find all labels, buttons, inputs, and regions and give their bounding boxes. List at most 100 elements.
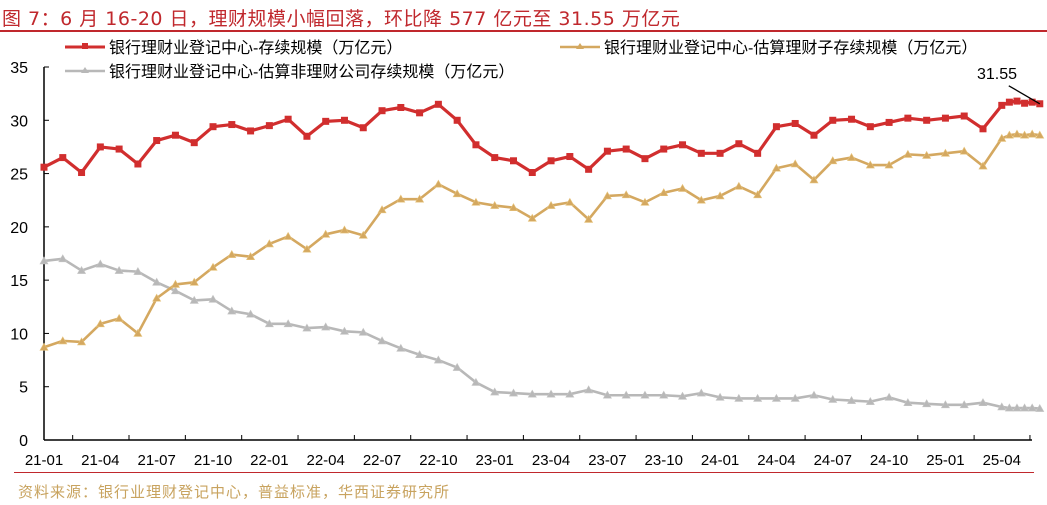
data-point-marker — [1012, 403, 1022, 412]
data-point-marker — [283, 231, 293, 240]
data-point-marker — [547, 157, 555, 165]
data-point-marker — [959, 146, 969, 155]
x-tick-label: 22-07 — [363, 452, 401, 469]
data-point-marker — [303, 132, 311, 140]
data-point-marker — [434, 100, 442, 108]
data-point-marker — [735, 140, 743, 148]
data-point-marker — [678, 183, 688, 192]
x-tick-label: 23-04 — [532, 452, 570, 469]
data-point-marker — [396, 194, 406, 203]
data-point-marker — [40, 163, 48, 171]
data-point-marker — [771, 163, 781, 172]
data-point-marker — [58, 336, 68, 345]
series-line — [39, 129, 1045, 351]
line-chart: 银行理财业登记中心-存续规模（万亿元） 银行理财业登记中心-估算理财子存续规模（万… — [10, 38, 1045, 469]
data-point-marker — [621, 190, 631, 199]
data-point-marker — [528, 169, 536, 177]
x-tick-label: 22-10 — [419, 452, 457, 469]
data-point-marker — [1027, 403, 1037, 412]
data-point-marker — [546, 389, 556, 398]
data-point-marker — [884, 160, 894, 169]
data-point-marker — [603, 147, 611, 155]
data-point-marker — [1004, 403, 1014, 412]
legend-item: 银行理财业登记中心-存续规模（万亿元） — [65, 39, 402, 57]
data-point-marker — [790, 159, 800, 168]
data-point-marker — [679, 141, 687, 149]
data-point-marker — [621, 390, 631, 399]
data-point-marker — [1020, 403, 1030, 412]
data-point-marker — [565, 389, 575, 398]
data-point-marker — [715, 392, 725, 401]
data-point-marker — [790, 393, 800, 402]
data-point-marker — [1021, 99, 1029, 107]
data-point-marker — [809, 390, 819, 399]
data-point-marker — [566, 153, 574, 161]
data-point-marker — [359, 124, 367, 132]
data-point-marker — [58, 254, 68, 263]
legend-label: 银行理财业登记中心-估算理财子存续规模（万亿元） — [604, 38, 977, 57]
y-tick-label: 25 — [10, 167, 28, 184]
data-point-marker — [396, 343, 406, 352]
data-point-marker — [39, 342, 49, 351]
data-point-marker — [903, 398, 913, 407]
x-tick-label: 24-01 — [701, 452, 739, 469]
data-point-marker — [903, 149, 913, 158]
legend-triangle-marker-icon — [81, 67, 89, 73]
legend: 银行理财业登记中心-存续规模（万亿元） 银行理财业登记中心-估算理财子存续规模（万… — [65, 38, 977, 81]
y-tick-label: 10 — [10, 326, 28, 343]
data-point-marker — [358, 327, 368, 336]
x-axis: 21-01 21-04 21-07 21-10 22-01 22-04 22-07 22-10… — [25, 435, 1032, 469]
data-point-marker — [59, 154, 67, 162]
data-point-marker — [978, 161, 988, 170]
y-tick-label: 20 — [10, 220, 28, 237]
data-point-marker — [527, 389, 537, 398]
data-point-marker — [133, 328, 143, 337]
data-point-marker — [959, 400, 969, 409]
data-point-marker — [95, 319, 105, 328]
data-point-marker — [77, 337, 87, 346]
data-point-marker — [189, 295, 199, 304]
data-point-marker — [923, 116, 931, 124]
annotation-label: 31.55 — [977, 66, 1017, 83]
data-point-marker — [940, 400, 950, 409]
data-point-marker — [134, 160, 142, 168]
legend-label: 银行理财业登记中心-存续规模（万亿元） — [109, 39, 402, 57]
data-point-marker — [378, 107, 386, 115]
x-tick-label: 22-04 — [307, 452, 345, 469]
x-tick-label: 23-10 — [645, 452, 683, 469]
data-point-marker — [1027, 129, 1037, 138]
data-point-marker — [884, 392, 894, 401]
data-point-marker — [641, 155, 649, 163]
data-point-marker — [77, 265, 87, 274]
data-point-marker — [471, 197, 481, 206]
figure-title: 图 7：6 月 16-20 日，理财规模小幅回落，环比降 577 亿元至 31.… — [2, 8, 681, 30]
data-point-marker — [997, 133, 1007, 142]
y-tick-label: 0 — [19, 433, 28, 450]
data-point-marker — [734, 181, 744, 190]
data-point-marker — [322, 117, 330, 125]
data-point-marker — [1004, 130, 1014, 139]
data-point-marker — [170, 286, 180, 295]
data-point-marker — [78, 169, 86, 177]
x-tick-label: 22-01 — [250, 452, 288, 469]
data-point-marker — [491, 154, 499, 162]
x-tick-label: 23-07 — [588, 452, 626, 469]
data-point-marker — [415, 194, 425, 203]
x-tick-label: 24-07 — [814, 452, 852, 469]
data-point-marker — [397, 103, 405, 111]
data-point-marker — [415, 350, 425, 359]
data-point-marker — [941, 114, 949, 122]
data-point-marker — [471, 377, 481, 386]
data-point-marker — [227, 249, 237, 258]
data-point-marker — [209, 123, 217, 131]
data-point-marker — [546, 200, 556, 209]
data-point-marker — [1012, 129, 1022, 138]
x-tick-label: 24-04 — [757, 452, 795, 469]
title-divider — [0, 30, 1047, 32]
source-note: 资料来源：银行业理财登记中心，普益标准，华西证券研究所 — [18, 483, 451, 501]
data-point-marker — [829, 116, 837, 124]
data-point-marker — [321, 322, 331, 331]
data-point-marker — [152, 293, 162, 302]
legend-item: 银行理财业登记中心-估算理财子存续规模（万亿元） — [560, 38, 977, 57]
data-point-marker — [433, 355, 443, 364]
